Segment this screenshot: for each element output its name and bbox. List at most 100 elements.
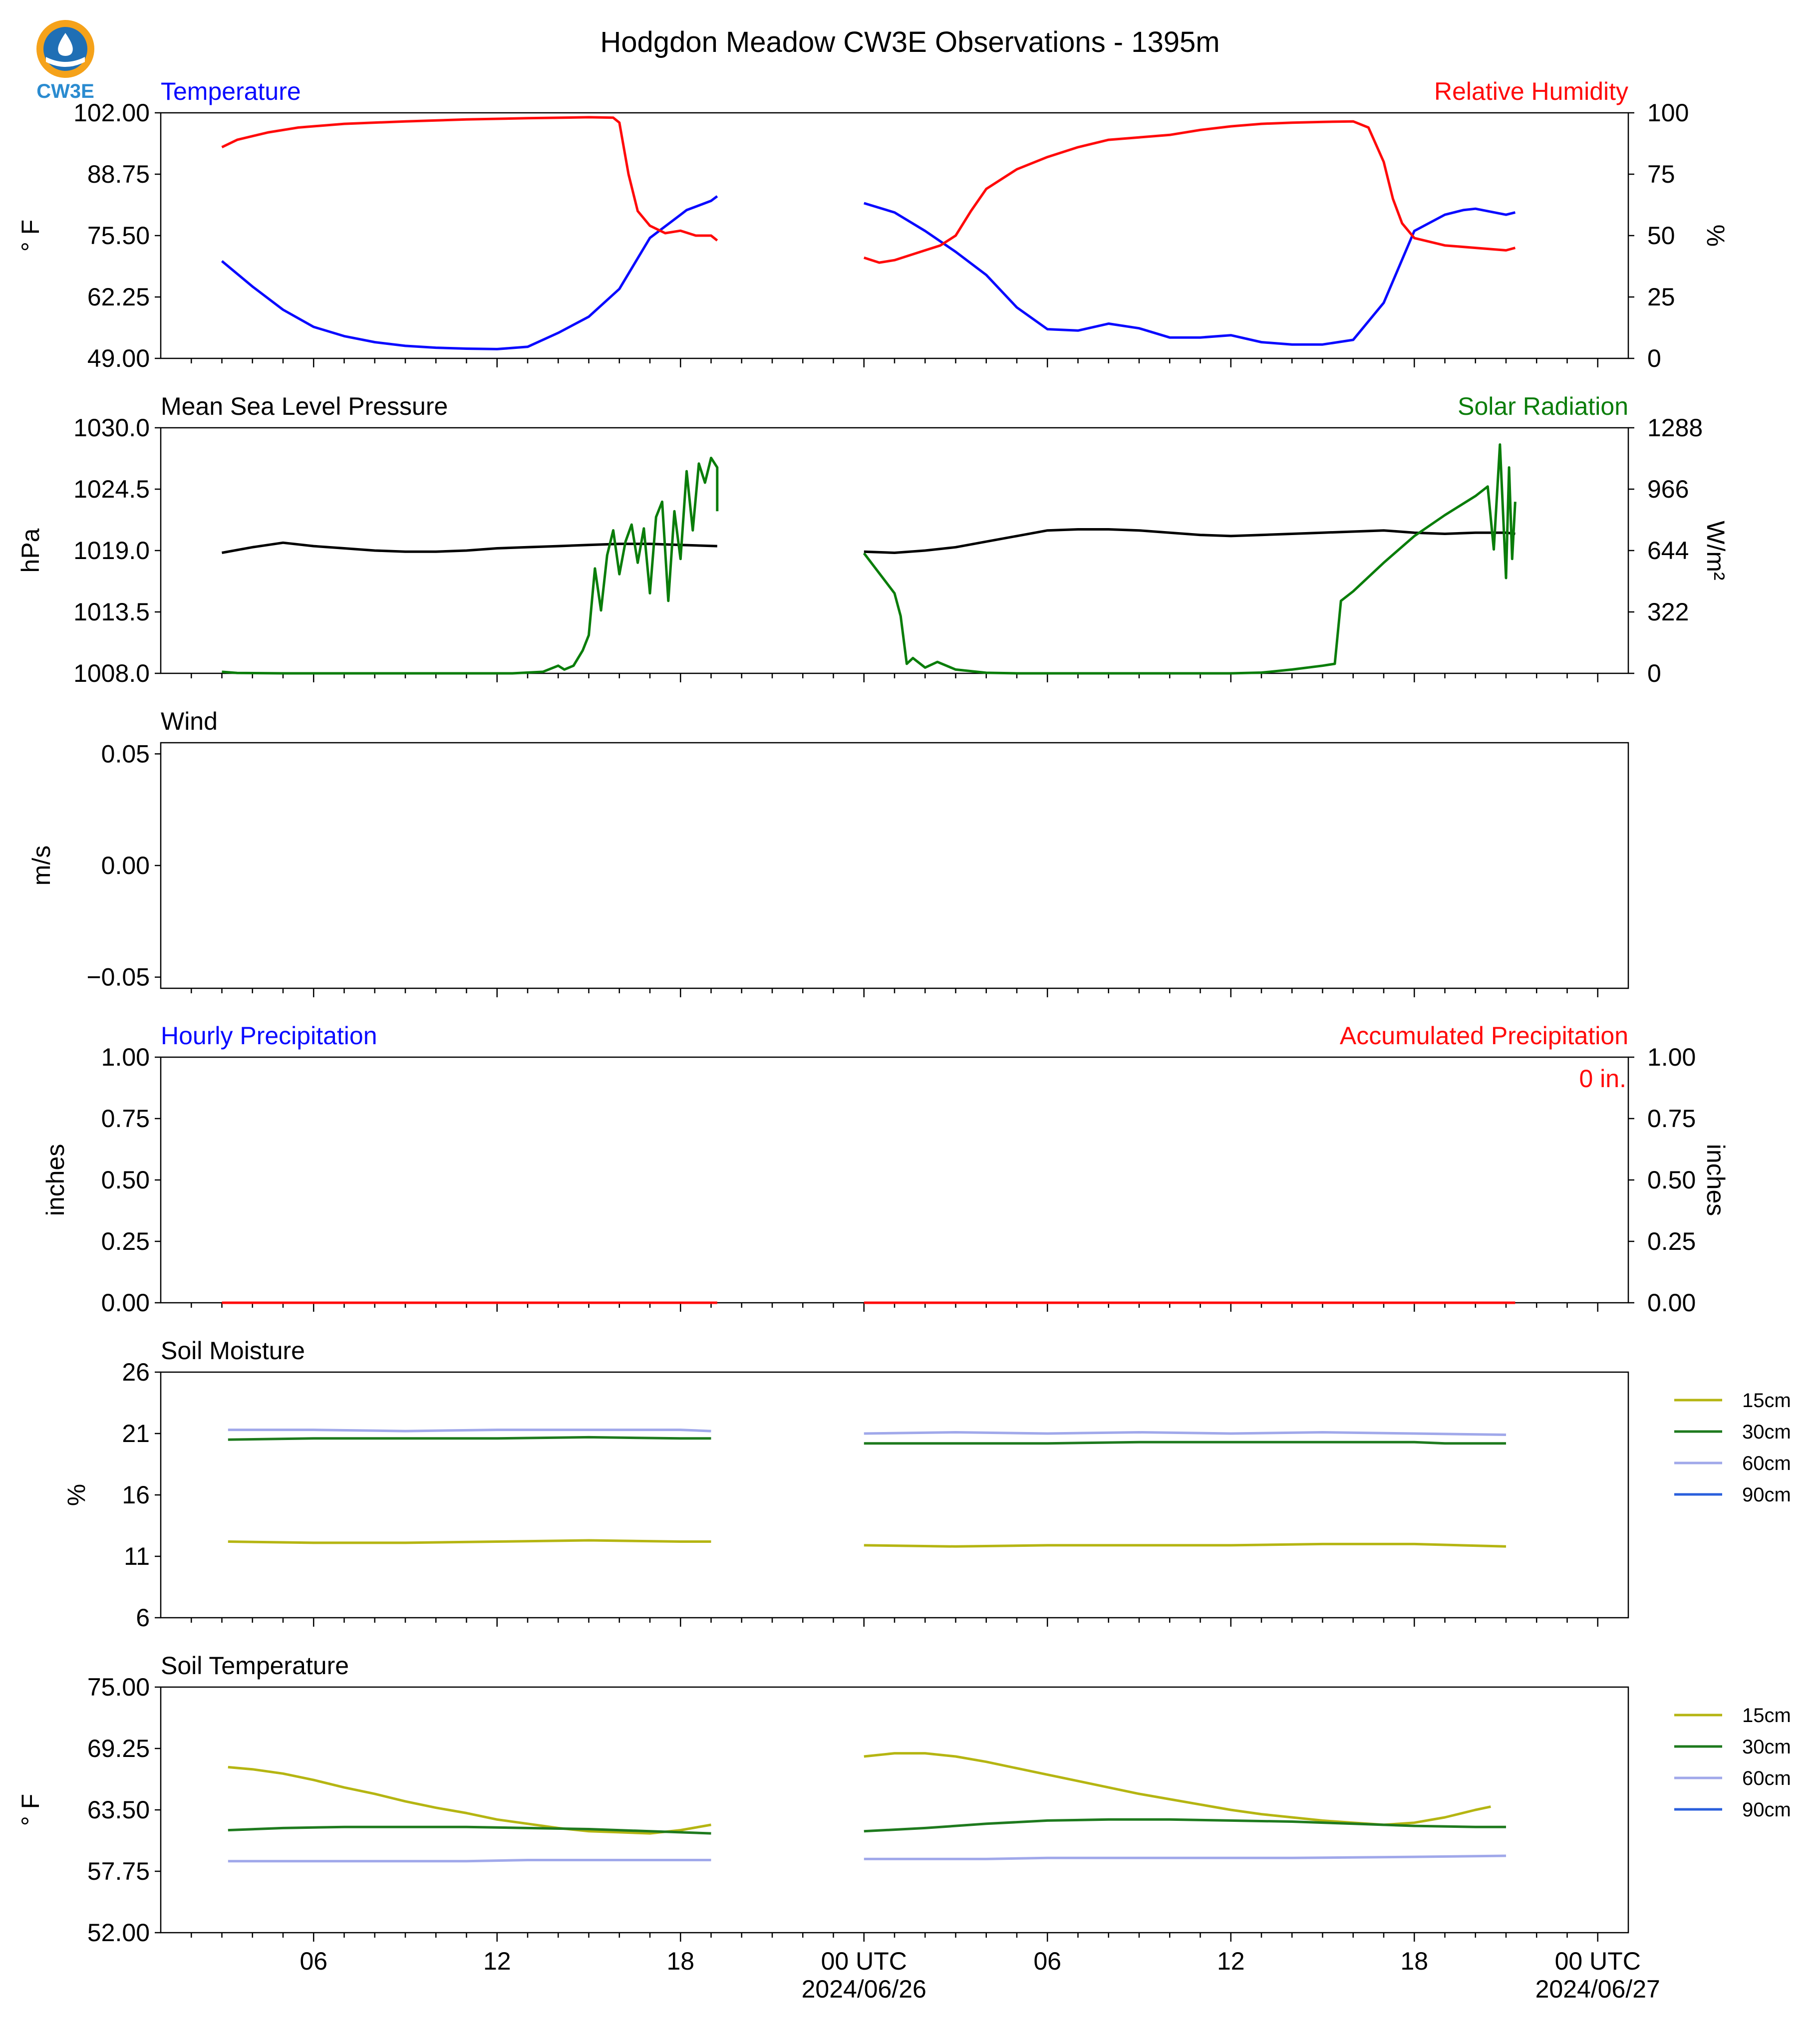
cw3e-drop-logo-icon: CW3E bbox=[36, 20, 94, 102]
y-axis-label: hPa bbox=[16, 528, 44, 573]
y-tick-label: 69.25 bbox=[87, 1735, 150, 1762]
series-15cm-line bbox=[864, 1542, 1507, 1548]
x-tick-sublabel: 2024/06/27 bbox=[1535, 1975, 1660, 2003]
y-tick-label: 26 bbox=[122, 1358, 150, 1386]
y-axis-label: m/s bbox=[27, 846, 55, 886]
legend: 15cm 30cm 60cm 90cm bbox=[1674, 1390, 1791, 1506]
panel-2: Mean Sea Level Pressure Solar Radiation 10… bbox=[16, 392, 1730, 687]
y-tick-label-right: 75 bbox=[1647, 160, 1675, 188]
annotation: 0 in. bbox=[1579, 1065, 1626, 1093]
series-60cm-line bbox=[864, 1854, 1507, 1860]
y-tick-label: 63.50 bbox=[87, 1796, 150, 1824]
y-tick-label: 0.00 bbox=[101, 1289, 150, 1317]
panel-6: Soil Temperature 75.00 69.25 63.50 57.75 52.0… bbox=[16, 1652, 1791, 1947]
panel-title-right: Accumulated Precipitation bbox=[1340, 1022, 1628, 1050]
panel-5: Soil Moisture 26 21 16 11 6% 15cm 30cm 60cm 90cm bbox=[62, 1337, 1791, 1632]
y-tick-label-right: 0.00 bbox=[1647, 1289, 1696, 1317]
y-tick-label-right: 1.00 bbox=[1647, 1043, 1696, 1071]
y-tick-label-right: 0.25 bbox=[1647, 1227, 1696, 1255]
y-tick-label-right: 25 bbox=[1647, 283, 1675, 311]
y-axis-label: inches bbox=[41, 1144, 69, 1216]
y-tick-label-right: 100 bbox=[1647, 99, 1689, 127]
series-15cm-line bbox=[864, 1752, 1491, 1826]
y-tick-label: 1019.0 bbox=[73, 537, 150, 565]
y-tick-label: 6 bbox=[136, 1604, 150, 1632]
panel-title-right: Solar Radiation bbox=[1458, 392, 1628, 420]
x-tick-label: 12 bbox=[483, 1947, 511, 1975]
y-tick-label: 1.00 bbox=[101, 1043, 150, 1071]
y-tick-label: 0.25 bbox=[101, 1227, 150, 1255]
y-tick-label: 49.00 bbox=[87, 344, 150, 372]
y-tick-label: 0.00 bbox=[101, 852, 150, 879]
series-solar-radiation-line bbox=[863, 443, 1517, 675]
y-tick-label: 52.00 bbox=[87, 1919, 150, 1947]
plot-frame bbox=[160, 112, 1629, 359]
cw3e-logo: CW3E bbox=[28, 18, 103, 103]
series-temperature-line bbox=[221, 195, 718, 350]
y-axis-label: % bbox=[62, 1484, 90, 1506]
series-mean-sea-level-pressure-line bbox=[222, 541, 717, 554]
legend-label: 60cm bbox=[1742, 1452, 1791, 1474]
y-tick-label: 57.75 bbox=[87, 1857, 150, 1885]
y-tick-label: 16 bbox=[122, 1481, 150, 1509]
plot-frame bbox=[160, 742, 1629, 989]
series-60cm-line bbox=[864, 1431, 1507, 1436]
plot-frame bbox=[160, 1371, 1629, 1619]
y-axis-label: ° F bbox=[16, 1794, 44, 1826]
legend-label: 15cm bbox=[1742, 1705, 1791, 1727]
panel-1: Temperature Relative Humidity 102.00 88.75 7… bbox=[16, 77, 1730, 372]
series-30cm-line bbox=[228, 1825, 711, 1835]
y-tick-label-right: 0 bbox=[1647, 659, 1661, 687]
series-temperature-line bbox=[864, 202, 1516, 346]
y-tick-label: 0.50 bbox=[101, 1166, 150, 1194]
y-axis-label-right: % bbox=[1702, 225, 1730, 247]
y-tick-label: 1013.5 bbox=[73, 598, 150, 626]
panel-title: Wind bbox=[161, 707, 218, 735]
panel-title: Mean Sea Level Pressure bbox=[161, 392, 448, 420]
x-tick-label: 06 bbox=[1033, 1947, 1061, 1975]
legend-label: 90cm bbox=[1742, 1484, 1791, 1506]
y-tick-label: 1030.0 bbox=[73, 414, 150, 442]
y-axis-label: ° F bbox=[16, 220, 44, 252]
y-axis-label-right: inches bbox=[1702, 1144, 1730, 1216]
series-solar-radiation-line bbox=[222, 456, 719, 675]
y-tick-label: 75.00 bbox=[87, 1673, 150, 1701]
y-tick-label: 11 bbox=[124, 1542, 150, 1570]
panel-title: Temperature bbox=[161, 77, 301, 105]
legend-label: 15cm bbox=[1742, 1390, 1791, 1412]
y-tick-label: 1024.5 bbox=[73, 475, 150, 503]
series-60cm-line bbox=[228, 1859, 711, 1863]
series-30cm-line bbox=[864, 1818, 1506, 1833]
panel-title-right: Relative Humidity bbox=[1434, 77, 1628, 105]
x-tick-label: 00 UTC bbox=[821, 1947, 907, 1975]
logo-text: CW3E bbox=[36, 80, 94, 102]
y-tick-label-right: 50 bbox=[1647, 222, 1675, 250]
series-30cm-line bbox=[864, 1441, 1506, 1445]
legend-label: 90cm bbox=[1742, 1799, 1791, 1821]
y-tick-label-right: 322 bbox=[1647, 598, 1689, 626]
panels: Temperature Relative Humidity 102.00 88.75 7… bbox=[16, 77, 1791, 2003]
y-axis-label-right: W/m² bbox=[1702, 521, 1730, 580]
x-tick-sublabel: 2024/06/26 bbox=[802, 1975, 926, 2003]
x-tick-label: 18 bbox=[666, 1947, 694, 1975]
x-tick-label: 12 bbox=[1217, 1947, 1245, 1975]
legend-label: 30cm bbox=[1742, 1421, 1791, 1443]
y-tick-label-right: 0.50 bbox=[1647, 1166, 1696, 1194]
y-tick-label-right: 0 bbox=[1647, 344, 1661, 372]
figure-title: Hodgdon Meadow CW3E Observations - 1395m bbox=[600, 26, 1219, 58]
series-15cm-line bbox=[228, 1539, 711, 1544]
y-tick-label-right: 1288 bbox=[1647, 414, 1703, 442]
panel-title: Soil Temperature bbox=[161, 1652, 349, 1680]
y-tick-label-right: 966 bbox=[1647, 475, 1689, 503]
x-tick-label: 18 bbox=[1400, 1947, 1428, 1975]
panel-title: Soil Moisture bbox=[161, 1337, 305, 1365]
y-tick-label: 0.75 bbox=[101, 1105, 150, 1133]
series-60cm-line bbox=[228, 1429, 711, 1433]
legend-label: 30cm bbox=[1742, 1736, 1791, 1758]
plot-frame bbox=[160, 1056, 1629, 1304]
x-tick-label: 06 bbox=[300, 1947, 327, 1975]
x-tick-label: 00 UTC bbox=[1555, 1947, 1641, 1975]
y-tick-label: 75.50 bbox=[87, 222, 150, 250]
y-tick-label: 102.00 bbox=[73, 99, 150, 127]
